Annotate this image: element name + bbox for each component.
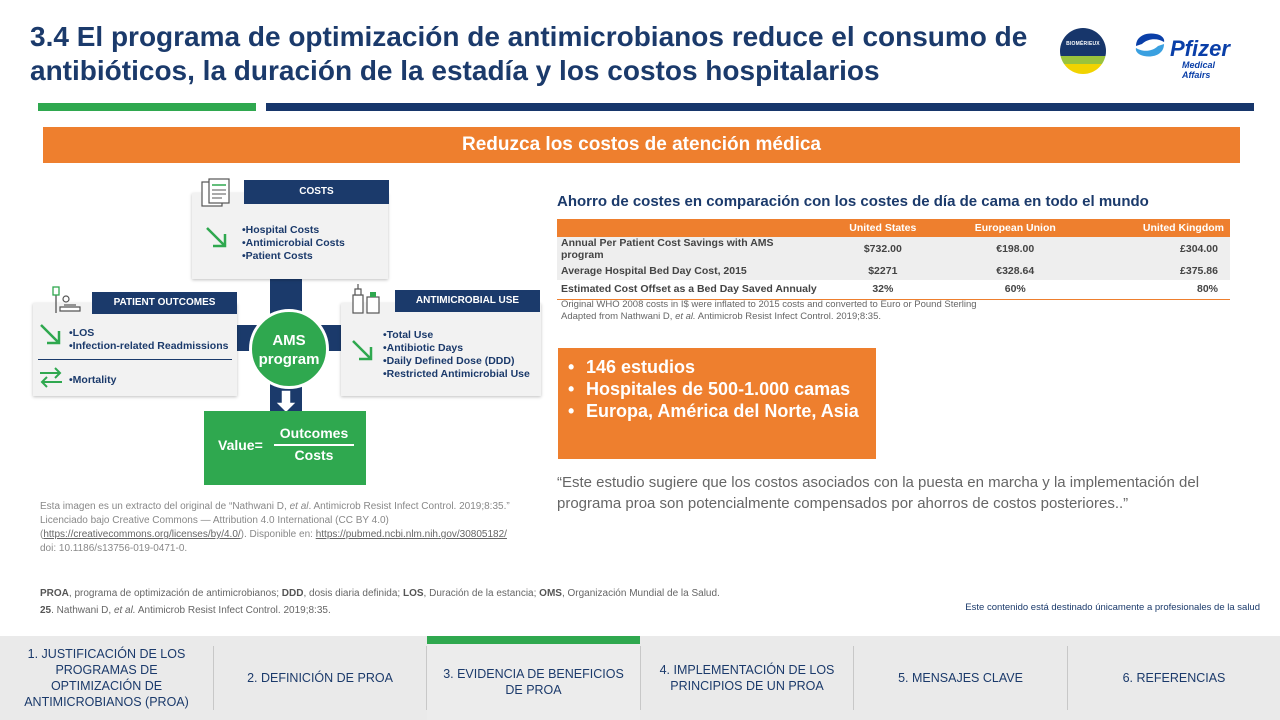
down-arrow-icon bbox=[352, 340, 373, 361]
table-header: United States bbox=[822, 219, 944, 237]
table-row: Average Hospital Bed Day Cost, 2015 $227… bbox=[557, 261, 1230, 280]
ams-diagram: COSTS •Hospital Costs •Antimicrobial Cos… bbox=[30, 175, 550, 490]
patient-outcomes-items: •LOS •Infection-related Readmissions bbox=[69, 327, 229, 352]
pfizer-logo: Pfizer Medical Affairs bbox=[1132, 28, 1242, 80]
page-title: 3.4 El programa de optimización de antim… bbox=[30, 21, 1028, 86]
highlight-item: Europa, América del Norte, Asia bbox=[568, 400, 866, 422]
antimicrobial-use-box bbox=[341, 303, 541, 396]
down-arrow-icon bbox=[206, 227, 227, 248]
nav-separator bbox=[426, 646, 427, 710]
section-nav: 1. JUSTIFICACIÓN DE LOS PROGRAMAS DE OPT… bbox=[0, 636, 1280, 720]
section-banner: Reduzca los costos de atención médica bbox=[43, 127, 1240, 163]
costs-items: •Hospital Costs •Antimicrobial Costs •Pa… bbox=[242, 224, 345, 262]
nav-tab-implementacion[interactable]: 4. IMPLEMENTACIÓN DE LOS PRINCIPIOS DE U… bbox=[659, 663, 835, 693]
patient-outcomes-box bbox=[33, 303, 237, 396]
table-title: Ahorro de costes en comparación con los … bbox=[557, 193, 1149, 210]
nav-tab-referencias[interactable]: 6. REFERENCIAS bbox=[1122, 671, 1226, 685]
table-header bbox=[557, 219, 822, 237]
highlight-item: Hospitales de 500-1.000 camas bbox=[568, 378, 866, 400]
nav-tab-mensajes[interactable]: 5. MENSAJES CLAVE bbox=[898, 671, 1023, 685]
value-label: Value= bbox=[218, 437, 263, 453]
nav-separator bbox=[640, 646, 641, 710]
divider-navy bbox=[266, 103, 1254, 111]
hcp-disclaimer: Este contenido está destinado únicamente… bbox=[965, 602, 1260, 613]
table-note: Original WHO 2008 costs in I$ were infla… bbox=[561, 299, 977, 322]
image-credit: Esta imagen es un extracto del original … bbox=[40, 501, 510, 554]
biomerieux-logo-text: BIOMÉRIEUX bbox=[1066, 41, 1100, 47]
exchange-arrows-icon bbox=[40, 367, 62, 388]
nav-separator bbox=[1067, 646, 1068, 710]
down-arrow-icon bbox=[40, 324, 61, 345]
medicine-bottles-icon bbox=[352, 284, 380, 314]
nav-tab-evidencia[interactable]: 3. EVIDENCIA DE BENEFICIOS DE PROA bbox=[427, 636, 640, 720]
pfizer-wordmark: Pfizer bbox=[1170, 36, 1230, 61]
table-header: United Kingdom bbox=[1086, 219, 1230, 237]
divider-green bbox=[38, 103, 256, 111]
nav-tab-justificacion[interactable]: 1. JUSTIFICACIÓN DE LOS PROGRAMAS DE OPT… bbox=[24, 647, 189, 709]
fraction-line bbox=[274, 444, 354, 446]
nav-tab-definicion[interactable]: 2. DEFINICIÓN DE PROA bbox=[247, 671, 393, 685]
nav-separator bbox=[853, 646, 854, 710]
value-denominator: Costs bbox=[294, 447, 334, 463]
creative-commons-link[interactable]: https://creativecommons.org/licenses/by/… bbox=[43, 529, 241, 540]
hospital-bed-icon bbox=[52, 286, 81, 313]
table-row: Annual Per Patient Cost Savings with AMS… bbox=[557, 237, 1230, 261]
table-header: European Union bbox=[943, 219, 1087, 237]
documents-icon bbox=[201, 178, 230, 207]
arrow-down-icon bbox=[274, 390, 298, 414]
study-highlights-box: 146 estudios Hospitales de 500-1.000 cam… bbox=[558, 348, 876, 459]
cost-savings-table: United States European Union United King… bbox=[557, 219, 1230, 300]
table-header-row: United States European Union United King… bbox=[557, 219, 1230, 237]
table-row: Estimated Cost Offset as a Bed Day Saved… bbox=[557, 280, 1230, 300]
study-quote: “Este estudio sugiere que los costos aso… bbox=[557, 474, 1200, 512]
patient-outcomes-divider bbox=[38, 359, 232, 360]
footnote: PROA, programa de optimización de antimi… bbox=[40, 588, 720, 616]
value-numerator: Outcomes bbox=[279, 425, 349, 441]
mortality-item: •Mortality bbox=[69, 374, 117, 386]
pfizer-swirl-icon bbox=[1135, 33, 1165, 57]
biomerieux-logo: BIOMÉRIEUX bbox=[1060, 28, 1106, 74]
nav-separator bbox=[213, 646, 214, 710]
highlight-item: 146 estudios bbox=[568, 356, 866, 378]
antimicrobial-use-header: ANTIMICROBIAL USE bbox=[395, 290, 540, 312]
patient-outcomes-header: PATIENT OUTCOMES bbox=[92, 292, 237, 314]
value-formula-box: Value= Outcomes Costs bbox=[204, 411, 366, 485]
antimicrobial-use-items: •Total Use •Antibiotic Days •Daily Defin… bbox=[383, 329, 530, 380]
pubmed-link[interactable]: https://pubmed.ncbi.nlm.nih.gov/30805182… bbox=[315, 529, 507, 540]
ams-program-circle: AMS program bbox=[249, 309, 329, 389]
costs-header: COSTS bbox=[244, 180, 389, 204]
pfizer-subtitle: Medical Affairs bbox=[1182, 60, 1216, 80]
